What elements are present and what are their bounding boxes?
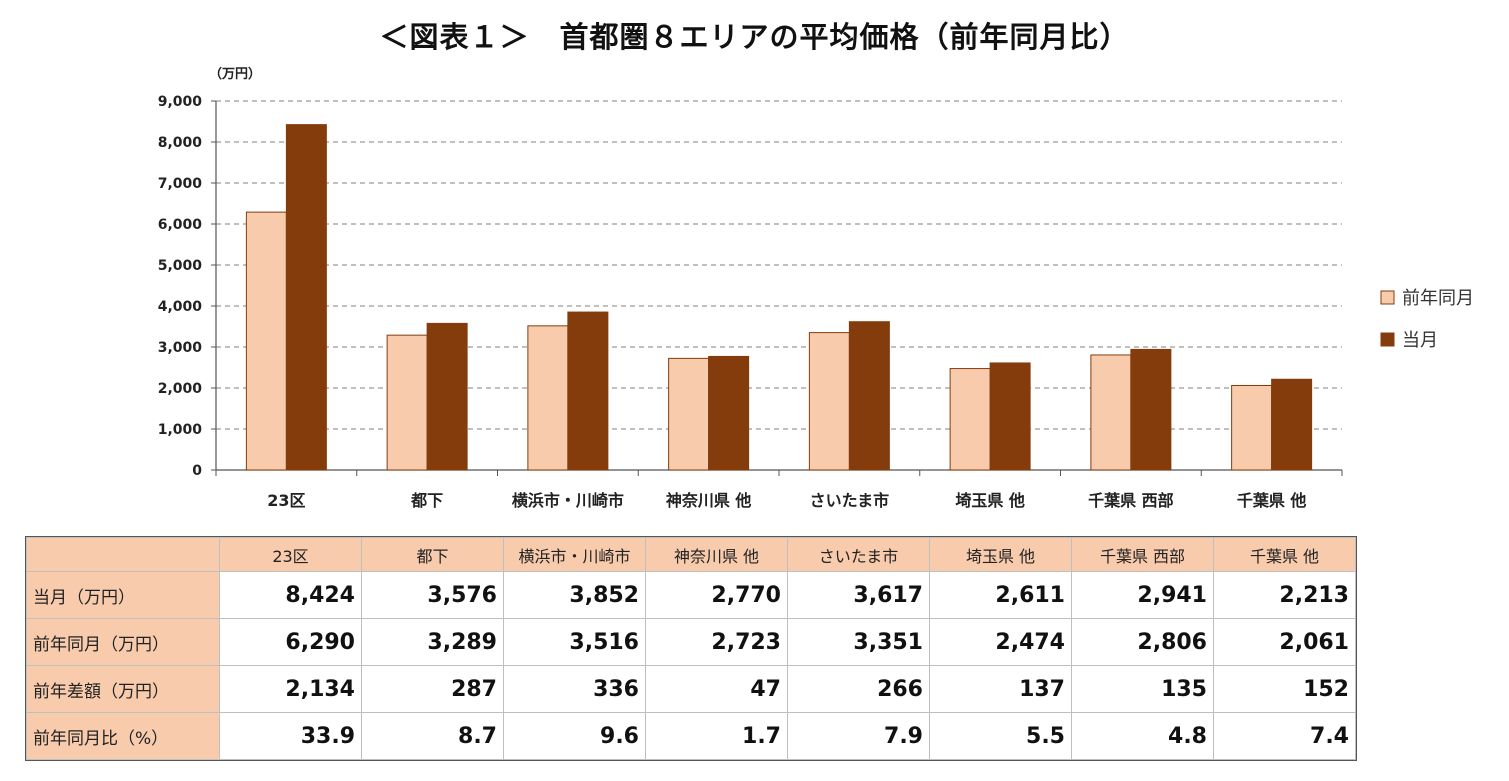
table-header-cell <box>26 537 220 572</box>
bar-current-month <box>708 355 750 471</box>
legend-label: 前年同月 <box>1402 288 1474 309</box>
y-tick-label: 1,000 <box>158 422 203 438</box>
y-axis-unit-label: （万円） <box>209 66 261 82</box>
table-header-cell: 埼玉県 他 <box>929 537 1072 572</box>
table-cell: 33.9 <box>219 712 362 760</box>
x-category-label: 都下 <box>410 491 443 510</box>
table-cell: 3,852 <box>503 571 646 619</box>
table-cell: 3,289 <box>361 618 504 666</box>
bar-chart: （万円） 0 1,000 2,000 3,000 4,000 5,000 6,000 7,000… <box>158 66 1474 510</box>
bar-current-month <box>1130 348 1172 471</box>
row-label: 当月（万円） <box>26 571 220 619</box>
table-cell: 152 <box>1213 665 1356 713</box>
bar-previous-year <box>808 332 850 471</box>
y-tick-label: 7,000 <box>158 176 203 192</box>
table-cell: 2,723 <box>645 618 788 666</box>
bar-previous-year <box>949 368 991 471</box>
legend-swatch <box>1380 290 1395 305</box>
table-cell: 47 <box>645 665 788 713</box>
chart-title: ＜図表１＞ 首都圏８エリアの平均価格（前年同月比） <box>379 20 1130 54</box>
table-row: 当月（万円） 8,424 3,576 3,852 2,770 3,617 2,6… <box>26 571 1356 619</box>
bar-current-month <box>848 321 890 471</box>
legend-label: 当月 <box>1402 330 1438 351</box>
table-cell: 2,941 <box>1071 571 1214 619</box>
table-header-cell: さいたま市 <box>787 537 930 572</box>
bar-current-month <box>1271 378 1313 471</box>
table-header-cell: 千葉県 西部 <box>1071 537 1214 572</box>
table-cell: 5.5 <box>929 712 1072 760</box>
y-tick-label: 2,000 <box>158 381 203 397</box>
table-cell: 1.7 <box>645 712 788 760</box>
x-category-label: さいたま市 <box>810 491 890 510</box>
bar-previous-year <box>668 357 710 471</box>
bar-previous-year <box>245 211 287 471</box>
y-tick-label: 6,000 <box>158 217 203 233</box>
bar-current-month <box>426 322 468 471</box>
y-tick-label: 8,000 <box>158 135 203 151</box>
bar-current-month <box>285 124 327 471</box>
table-cell: 2,611 <box>929 571 1072 619</box>
legend-swatch <box>1380 332 1395 347</box>
table-cell: 6,290 <box>219 618 362 666</box>
table-cell: 2,213 <box>1213 571 1356 619</box>
table-cell: 3,617 <box>787 571 930 619</box>
table-cell: 7.9 <box>787 712 930 760</box>
table-cell: 135 <box>1071 665 1214 713</box>
y-tick-label: 5,000 <box>158 258 203 274</box>
table-cell: 9.6 <box>503 712 646 760</box>
table-cell: 266 <box>787 665 930 713</box>
table-header-cell: 横浜市・川崎市 <box>503 537 646 572</box>
table-cell: 3,351 <box>787 618 930 666</box>
x-category-label: 23区 <box>267 491 305 510</box>
table-cell: 2,061 <box>1213 618 1356 666</box>
row-label: 前年同月比（%） <box>26 712 220 760</box>
x-category-label: 横浜市・川崎市 <box>512 491 624 510</box>
row-label: 前年差額（万円） <box>26 665 220 713</box>
table-row: 前年差額（万円） 2,134 287 336 47 266 137 135 15… <box>26 665 1356 713</box>
table-cell: 3,576 <box>361 571 504 619</box>
table-header-row: 23区 都下 横浜市・川崎市 神奈川県 他 さいたま市 埼玉県 他 千葉県 西部… <box>26 537 1356 572</box>
table-cell: 2,806 <box>1071 618 1214 666</box>
y-tick-label: 0 <box>192 463 202 479</box>
bar-previous-year <box>527 325 569 471</box>
table-row: 前年同月（万円） 6,290 3,289 3,516 2,723 3,351 2… <box>26 618 1356 666</box>
data-table: 23区 都下 横浜市・川崎市 神奈川県 他 さいたま市 埼玉県 他 千葉県 西部… <box>25 536 1357 761</box>
table-cell: 336 <box>503 665 646 713</box>
table-header-cell: 都下 <box>361 537 504 572</box>
table-header-cell: 神奈川県 他 <box>645 537 788 572</box>
table-cell: 287 <box>361 665 504 713</box>
table-cell: 2,134 <box>219 665 362 713</box>
y-tick-label: 4,000 <box>158 299 203 315</box>
table-cell: 137 <box>929 665 1072 713</box>
bar-previous-year <box>1090 354 1132 471</box>
bar-previous-year <box>386 334 428 471</box>
table-cell: 2,474 <box>929 618 1072 666</box>
bar-current-month <box>567 311 609 471</box>
table-cell: 8,424 <box>219 571 362 619</box>
table-cell: 7.4 <box>1213 712 1356 760</box>
x-category-label: 千葉県 西部 <box>1088 491 1174 510</box>
table-cell: 8.7 <box>361 712 504 760</box>
y-tick-label: 9,000 <box>158 94 203 110</box>
table-header-cell: 千葉県 他 <box>1213 537 1356 572</box>
x-category-label: 千葉県 他 <box>1237 491 1307 510</box>
x-category-label: 神奈川県 他 <box>666 491 752 510</box>
bar-previous-year <box>1231 384 1273 471</box>
table-header-cell: 23区 <box>219 537 362 572</box>
bar-current-month <box>989 362 1031 471</box>
table-cell: 3,516 <box>503 618 646 666</box>
table-cell: 4.8 <box>1071 712 1214 760</box>
y-tick-label: 3,000 <box>158 340 203 356</box>
table-row: 前年同月比（%） 33.9 8.7 9.6 1.7 7.9 5.5 4.8 7.… <box>26 712 1356 760</box>
table-cell: 2,770 <box>645 571 788 619</box>
x-category-label: 埼玉県 他 <box>955 491 1025 510</box>
row-label: 前年同月（万円） <box>26 618 220 666</box>
